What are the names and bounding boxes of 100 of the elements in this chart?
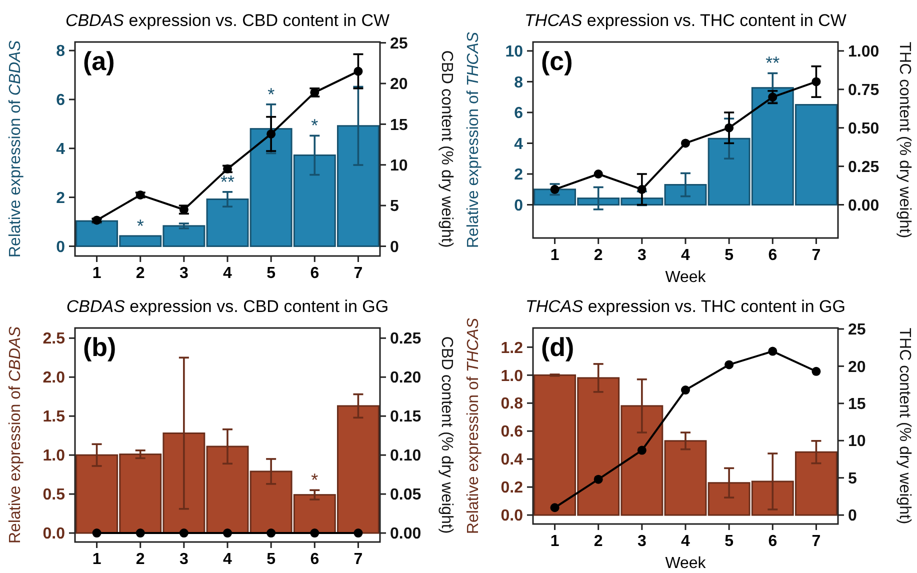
point — [768, 346, 778, 356]
y2-tick-label: 0.15 — [390, 408, 422, 426]
y2-tick-label: 10 — [848, 433, 866, 450]
y-tick-label: 10 — [505, 44, 524, 61]
y2-tick-label: 1.00 — [848, 44, 880, 61]
y2-tick-label: 25 — [390, 35, 408, 52]
x-axis-title: Week — [665, 555, 707, 572]
chart-title: THCAS expression vs. THC content in CW — [524, 11, 846, 30]
y-tick-label: 8 — [514, 74, 524, 92]
y-tick-label: 0.6 — [500, 424, 524, 441]
x-tick-label: 6 — [310, 551, 320, 568]
y-tick-label: 1.0 — [500, 368, 524, 385]
y-tick-label: 0.4 — [500, 452, 524, 469]
chart-title: THCAS expression vs. THC content in GG — [525, 297, 846, 316]
point — [637, 446, 646, 455]
point — [637, 184, 646, 194]
y2-axis-title: CBD content (% dry weight) — [438, 336, 455, 534]
y-tick-label: 0 — [514, 197, 524, 214]
x-tick-label: 5 — [266, 265, 276, 282]
y2-tick-label: 0.75 — [848, 82, 880, 99]
x-axis-title: Week — [665, 269, 707, 286]
y-tick-label: 8 — [56, 43, 66, 60]
x-tick-label: 3 — [179, 265, 188, 282]
y2-tick-label: 10 — [390, 157, 408, 174]
y2-tick-label: 20 — [848, 358, 866, 376]
y-tick-label: 4 — [514, 136, 524, 153]
data-label: ** — [766, 53, 780, 74]
annotation: (d) — [541, 332, 574, 362]
y-tick-label: 6 — [514, 105, 524, 122]
x-tick-label: 6 — [310, 265, 320, 282]
x-tick-label: 4 — [223, 551, 232, 568]
y2-tick-label: 0.00 — [390, 526, 422, 543]
y2-tick-label: 0.00 — [848, 197, 880, 214]
y2-tick-label: 25 — [848, 322, 866, 339]
point — [724, 123, 734, 132]
y2-tick-label: 0.50 — [848, 120, 880, 138]
y-tick-label: 2 — [514, 166, 524, 184]
y-tick-label: 1.2 — [500, 340, 524, 357]
y-axis-title: Relative expression of CBDAS — [7, 40, 24, 258]
y-tick-label: 0 — [56, 238, 66, 256]
point — [681, 386, 690, 395]
data-label: * — [311, 116, 318, 136]
x-tick-label: 4 — [681, 533, 690, 550]
point — [768, 92, 778, 102]
x-tick-label: 2 — [136, 265, 145, 282]
x-tick-label: 6 — [768, 247, 778, 264]
x-tick-label: 1 — [550, 533, 560, 550]
y2-tick-label: 5 — [848, 470, 857, 488]
y2-tick-label: 0 — [848, 508, 857, 525]
y-tick-label: 1.0 — [42, 448, 66, 465]
y2-tick-label: 5 — [390, 198, 399, 216]
point — [594, 474, 603, 484]
x-tick-label: 6 — [768, 533, 778, 550]
point — [812, 366, 821, 376]
x-tick-label: 5 — [724, 533, 734, 550]
y-tick-label: 2.0 — [42, 370, 66, 387]
x-tick-label: 1 — [92, 265, 102, 282]
y-tick-label: 0.0 — [42, 526, 66, 543]
y2-axis-title: THC content (% dry weight) — [896, 328, 913, 524]
chart-title: CBDAS expression vs. CBD content in CW — [65, 11, 390, 30]
y-tick-label: 0.5 — [42, 486, 66, 504]
x-tick-label: 7 — [812, 247, 821, 264]
x-tick-label: 3 — [637, 247, 646, 264]
annotation: (c) — [541, 46, 573, 76]
y2-tick-label: 20 — [390, 76, 408, 94]
point — [550, 503, 560, 512]
x-tick-label: 2 — [594, 533, 603, 550]
data-label: * — [136, 216, 144, 236]
y2-tick-label: 0 — [390, 238, 399, 256]
annotation: (b) — [83, 332, 116, 362]
x-tick-label: 3 — [179, 551, 188, 568]
y-tick-label: 0.0 — [500, 508, 524, 525]
x-tick-label: 1 — [550, 247, 560, 264]
x-tick-label: 4 — [223, 265, 232, 282]
data-label: * — [268, 84, 275, 104]
y2-tick-label: 0.20 — [390, 370, 422, 387]
point — [92, 216, 102, 225]
y-tick-label: 0.8 — [500, 396, 524, 413]
y2-tick-label: 15 — [848, 396, 866, 414]
y2-tick-label: 0.10 — [390, 448, 422, 465]
y-tick-label: 4 — [56, 140, 66, 158]
x-tick-label: 5 — [266, 551, 276, 568]
y-axis-title: Relative expression of CBDAS — [7, 326, 24, 544]
point — [266, 129, 276, 138]
x-tick-label: 1 — [92, 551, 102, 568]
x-tick-label: 2 — [136, 551, 145, 568]
y-tick-label: 2.5 — [42, 330, 66, 348]
chart-title: CBDAS expression vs. CBD content in GG — [66, 297, 389, 316]
y-tick-label: 6 — [56, 92, 66, 110]
y2-tick-label: 0.25 — [848, 158, 880, 176]
annotation: (a) — [83, 46, 115, 76]
x-tick-label: 7 — [354, 265, 363, 282]
y2-tick-label: 15 — [390, 116, 408, 134]
point — [681, 138, 690, 148]
x-tick-label: 2 — [594, 247, 603, 264]
point — [724, 360, 734, 370]
point — [354, 66, 363, 76]
x-tick-label: 7 — [354, 551, 363, 568]
y2-axis-title: THC content (% dry weight) — [896, 42, 913, 238]
data-label: ** — [220, 172, 235, 192]
